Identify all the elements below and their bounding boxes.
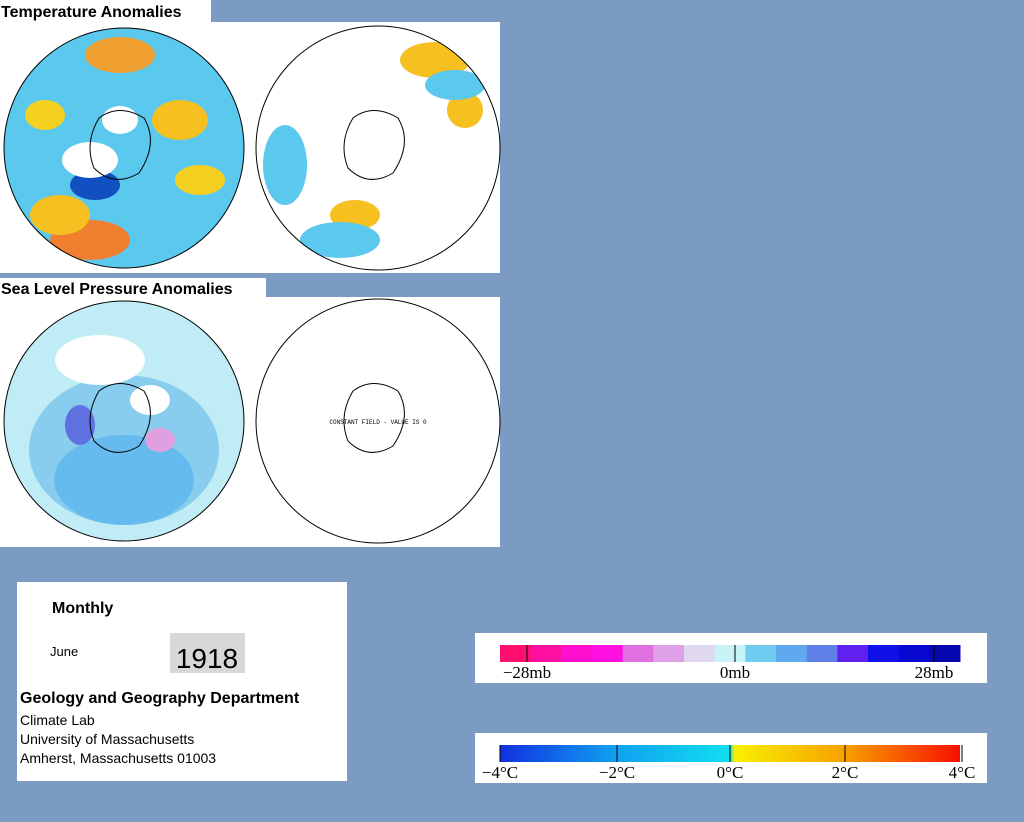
legend-swatch [530, 645, 562, 662]
legend-label: 4°C [949, 763, 976, 782]
anomaly-area [175, 165, 225, 195]
globe-fill [263, 42, 485, 258]
legend-label: −28mb [503, 663, 551, 682]
legend-swatch [561, 645, 593, 662]
title-bg [0, 0, 211, 22]
anomaly-area [55, 335, 145, 385]
year-bg [170, 633, 245, 673]
period: Monthly [52, 600, 113, 617]
anomaly-area [25, 100, 65, 130]
month: June [50, 644, 78, 659]
anomaly-area [102, 106, 138, 134]
legend-swatch [622, 645, 654, 662]
legend-label: 0mb [720, 663, 750, 682]
legend-label: 0°C [717, 763, 744, 782]
globe-outline [255, 298, 501, 544]
anomaly-area [130, 385, 170, 415]
globe-outline [3, 27, 245, 269]
coastline [89, 383, 151, 453]
year: 1918 [176, 643, 238, 674]
anomaly-area [425, 70, 485, 100]
legend-label: −2°C [599, 763, 635, 782]
anomaly-area [145, 428, 175, 452]
panel-title: Temperature Anomalies [1, 4, 182, 21]
legend-swatch [868, 645, 900, 662]
panel-title: Sea Level Pressure Anomalies [1, 281, 233, 298]
info-box [17, 582, 347, 781]
legend-swatch [714, 645, 746, 662]
legend-swatch [500, 645, 532, 662]
legend-swatch [837, 645, 869, 662]
anomaly-area [447, 92, 483, 128]
info-line: University of Massachusetts [20, 731, 194, 747]
anomaly-area [85, 37, 155, 73]
info-line: Climate Lab [20, 712, 95, 728]
anomaly-area [54, 435, 194, 525]
coastline [343, 110, 405, 180]
map-note: CONSTANT FIELD - VALUE IS 0 [329, 419, 427, 426]
legend-swatch [929, 645, 961, 662]
coastline [343, 383, 405, 453]
globe-fill [29, 335, 219, 525]
legend-swatch [684, 645, 716, 662]
legend-swatch [898, 645, 930, 662]
globe-outline [255, 25, 501, 271]
legend-label: 28mb [915, 663, 954, 682]
anomaly-area [300, 222, 380, 258]
coastline [89, 110, 151, 180]
legend-swatch [592, 645, 624, 662]
legend-label: −4°C [482, 763, 518, 782]
anomaly-area [152, 100, 208, 140]
globe-outline [3, 300, 245, 542]
title-bg [0, 278, 266, 297]
legend-swatch [776, 645, 808, 662]
department: Geology and Geography Department [20, 690, 300, 707]
anomaly-area [263, 125, 307, 205]
legend-swatch [653, 645, 685, 662]
anomaly-area [62, 142, 118, 178]
globe-fill [25, 37, 225, 260]
globe [256, 299, 500, 543]
anomaly-area [65, 405, 95, 445]
info-line: Amherst, Massachusetts 01003 [20, 750, 216, 766]
legend-swatch [806, 645, 838, 662]
anomaly-area [30, 195, 90, 235]
legend-label: 2°C [832, 763, 859, 782]
legend-swatch [745, 645, 777, 662]
